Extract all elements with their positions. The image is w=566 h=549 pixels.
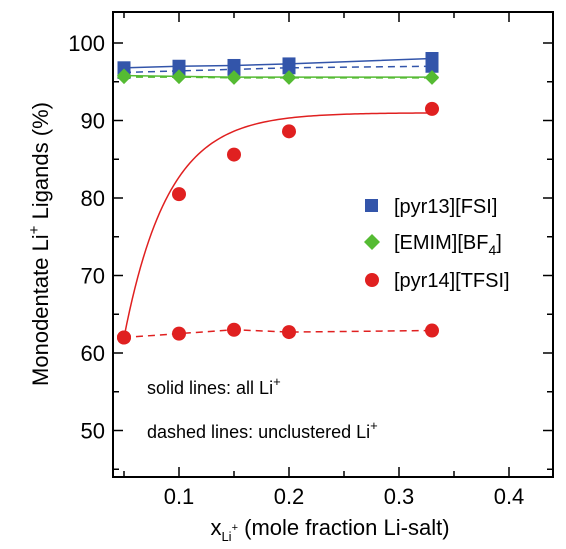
- data-point-dashed: [282, 325, 296, 340]
- legend-entry-pyr13-fsi: [pyr13][FSI]: [365, 196, 497, 218]
- data-point-solid: [282, 57, 296, 71]
- legend-diamond-marker: [364, 234, 380, 250]
- legend: [pyr13][FSI] [EMIM][BF4] [pyr14][TFSI]: [364, 196, 510, 292]
- series-2: [117, 101, 439, 345]
- plot-frame: [112, 11, 554, 478]
- x-tick-label: 0.4: [494, 484, 525, 509]
- x-tick-label: 0.2: [274, 484, 305, 509]
- legend-square-marker: [365, 199, 378, 212]
- data-point-dashed: [227, 322, 241, 337]
- data-point-solid: [172, 59, 186, 73]
- data-point-solid: [117, 330, 131, 345]
- series-solid-line: [123, 74, 432, 78]
- data-point-solid: [282, 70, 296, 85]
- y-tick-label: 50: [81, 419, 105, 444]
- data-point-solid: [425, 101, 439, 116]
- data-point-dashed: [172, 326, 186, 341]
- x-tick-label: 0.1: [164, 484, 195, 509]
- legend-entry-emim-bf4: [EMIM][BF4]: [364, 232, 502, 258]
- tick-labels: 50 60 70 80 90 100 0.1 0.2 0.3 0.4: [68, 31, 524, 509]
- legend-label-emim-bf4: [EMIM][BF4]: [394, 232, 502, 258]
- series-1: [117, 68, 439, 85]
- legend-circle-marker: [365, 273, 379, 287]
- data-point-solid: [117, 61, 131, 75]
- data-point-solid: [227, 58, 241, 72]
- data-point-solid: [425, 70, 439, 85]
- legend-label-pyr13-fsi: [pyr13][FSI]: [394, 196, 497, 218]
- data-point-solid: [172, 69, 186, 84]
- x-tick-label: 0.3: [384, 484, 415, 509]
- series-solid-line: [123, 57, 433, 69]
- y-tick-label: 100: [68, 31, 105, 56]
- y-tick-label: 70: [81, 264, 105, 289]
- y-tick-label: 60: [81, 341, 105, 366]
- series-layer: [117, 52, 439, 345]
- data-point-solid: [227, 70, 241, 85]
- y-axis-label: Monodentate Li+ Ligands (%): [26, 102, 53, 386]
- data-point-dashed: [425, 323, 439, 338]
- x-axis-label: xLi+ (mole fraction Li-salt): [210, 515, 449, 544]
- data-point-solid: [282, 124, 296, 139]
- data-point-solid: [117, 68, 131, 83]
- annotation-dashed-lines: dashed lines: unclustered Li+: [147, 418, 378, 442]
- series-fit-curve: [123, 112, 433, 338]
- annotation-solid-lines: solid lines: all Li+: [147, 374, 281, 398]
- series-dashed-line: [123, 328, 433, 339]
- series-0: [117, 52, 439, 79]
- y-tick-label: 80: [81, 186, 105, 211]
- y-tick-label: 90: [81, 109, 105, 134]
- legend-label-pyr14-tfsi: [pyr14][TFSI]: [394, 270, 510, 292]
- data-point-solid: [172, 187, 186, 202]
- data-point-solid: [425, 52, 439, 65]
- data-point-solid: [227, 147, 241, 162]
- legend-entry-pyr14-tfsi: [pyr14][TFSI]: [365, 270, 510, 292]
